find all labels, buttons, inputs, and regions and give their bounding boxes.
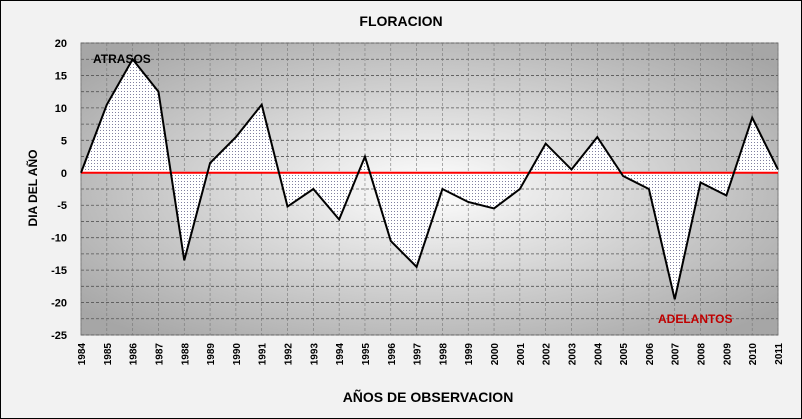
x-tick-label: 2011 (774, 343, 785, 365)
x-tick-label: 1993 (309, 343, 320, 366)
x-tick-label: 2004 (593, 343, 604, 366)
y-tick-label: 0 (61, 168, 67, 180)
x-tick-label: 1999 (464, 343, 475, 366)
x-tick-label: 2001 (516, 343, 527, 366)
x-tick-label: 1984 (77, 343, 88, 366)
x-tick-label: 2005 (619, 343, 630, 366)
x-tick-label: 2007 (671, 343, 682, 366)
x-tick-label: 2010 (748, 343, 759, 366)
series-area-fill (81, 59, 778, 300)
y-tick-label: 20 (55, 38, 67, 50)
y-axis-label: DIA DEL AÑO (25, 150, 40, 227)
chart-title: FLORACION (359, 13, 442, 29)
x-tick-label: 1998 (438, 343, 449, 366)
x-tick-label: 2006 (645, 343, 656, 366)
x-tick-label: 1996 (387, 343, 398, 366)
y-tick-label: 5 (61, 135, 67, 147)
y-tick-label: 15 (55, 70, 67, 82)
x-tick-label: 2002 (542, 343, 553, 366)
x-tick-label: 1985 (103, 343, 114, 366)
x-tick-label: 1987 (154, 343, 165, 366)
x-tick-label: 1992 (284, 343, 295, 366)
x-tick-label: 2009 (722, 343, 733, 366)
x-tick-label: 1986 (129, 343, 140, 366)
x-tick-label: 1988 (180, 343, 191, 366)
y-axis-ticks: 20 15 10 5 0 -5 -10 -15 -20 -25 (51, 38, 67, 342)
x-tick-label: 2008 (697, 343, 708, 366)
x-tick-label: 1989 (206, 343, 217, 366)
y-tick-label: -15 (51, 265, 67, 277)
annotation-adelantos: ADELANTOS (658, 312, 732, 326)
y-tick-label: -25 (51, 330, 67, 342)
y-tick-label: 10 (55, 103, 67, 115)
y-tick-label: -20 (51, 298, 67, 310)
y-tick-label: -10 (51, 233, 67, 245)
x-tick-label: 2000 (490, 343, 501, 366)
y-tick-label: -5 (57, 200, 67, 212)
series-line (80, 57, 779, 300)
x-tick-label: 1995 (361, 343, 372, 366)
x-tick-label: 1994 (335, 343, 346, 366)
x-tick-label: 2003 (567, 343, 578, 366)
x-tick-label: 1990 (232, 343, 243, 366)
x-axis-label: AÑOS DE OBSERVACION (343, 388, 514, 405)
x-tick-label: 1991 (258, 343, 269, 366)
annotation-atrasos: ATRASOS (93, 52, 151, 66)
x-tick-label: 1997 (413, 343, 424, 366)
x-axis-ticks: 1984 1985 1986 1987 1988 1989 1990 1991 1992 1993… (77, 343, 785, 366)
